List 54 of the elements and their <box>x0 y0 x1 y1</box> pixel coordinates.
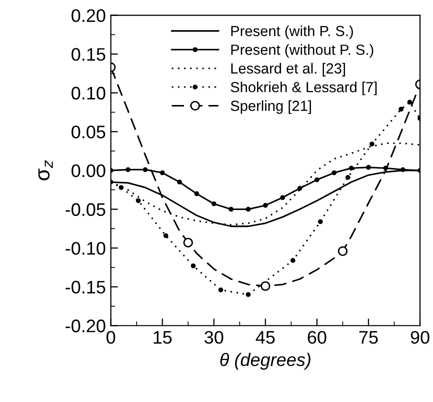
point <box>136 198 141 204</box>
point <box>228 206 234 212</box>
x-axis-title: θ (degrees) <box>220 352 310 370</box>
point <box>163 233 168 238</box>
point <box>260 281 270 291</box>
point <box>190 263 196 268</box>
point <box>400 167 406 172</box>
x-tick-label: 15 <box>154 331 172 344</box>
point <box>366 164 371 170</box>
y-tick-label: -0.10 <box>66 242 106 255</box>
point <box>290 258 296 263</box>
y-tick-label: -0.15 <box>66 280 106 294</box>
point <box>211 201 216 206</box>
point <box>218 288 224 292</box>
legend-label: Sperling [21] <box>230 100 311 114</box>
x-tick-label: 0 <box>106 330 116 344</box>
point <box>369 142 374 146</box>
y-axis-title: σ$_{z}$ <box>38 160 53 180</box>
x-tick-label: 75 <box>359 331 378 344</box>
point <box>246 206 251 212</box>
point <box>183 238 193 248</box>
point <box>332 170 337 176</box>
legend-label: Lessard et al. [23] <box>231 62 345 76</box>
point <box>142 167 148 172</box>
x-tick-label: 30 <box>204 330 224 344</box>
x-tick-label: 90 <box>410 330 430 344</box>
point <box>160 170 165 176</box>
point <box>318 219 323 224</box>
point <box>345 175 350 180</box>
point <box>398 106 404 112</box>
y-tick-label: -0.20 <box>66 320 106 332</box>
point <box>246 292 251 298</box>
y-tick-label: 0.05 <box>72 126 106 138</box>
point <box>263 202 268 208</box>
y-tick-label: 0.15 <box>72 48 106 61</box>
point <box>348 166 354 171</box>
y-tick-label: 0.10 <box>72 86 106 100</box>
point <box>314 177 320 182</box>
x-tick-label: 60 <box>308 330 326 344</box>
legend-label: Present (with P. S.) <box>231 25 353 40</box>
point <box>297 186 302 191</box>
point <box>118 185 124 190</box>
y-tick-label: -0.05 <box>66 203 106 216</box>
point <box>407 100 412 105</box>
x-tick-label: 45 <box>256 331 275 344</box>
y-tick-label: 0.00 <box>72 164 106 178</box>
y-tick-label: 0.20 <box>72 9 106 22</box>
legend-label: Present (without P. S.) <box>231 44 374 58</box>
point <box>126 167 130 172</box>
point <box>280 195 286 200</box>
point <box>338 246 348 256</box>
point <box>194 191 200 196</box>
point <box>177 180 182 185</box>
legend-label: Shokrieh & Lessard [7] <box>230 82 377 96</box>
